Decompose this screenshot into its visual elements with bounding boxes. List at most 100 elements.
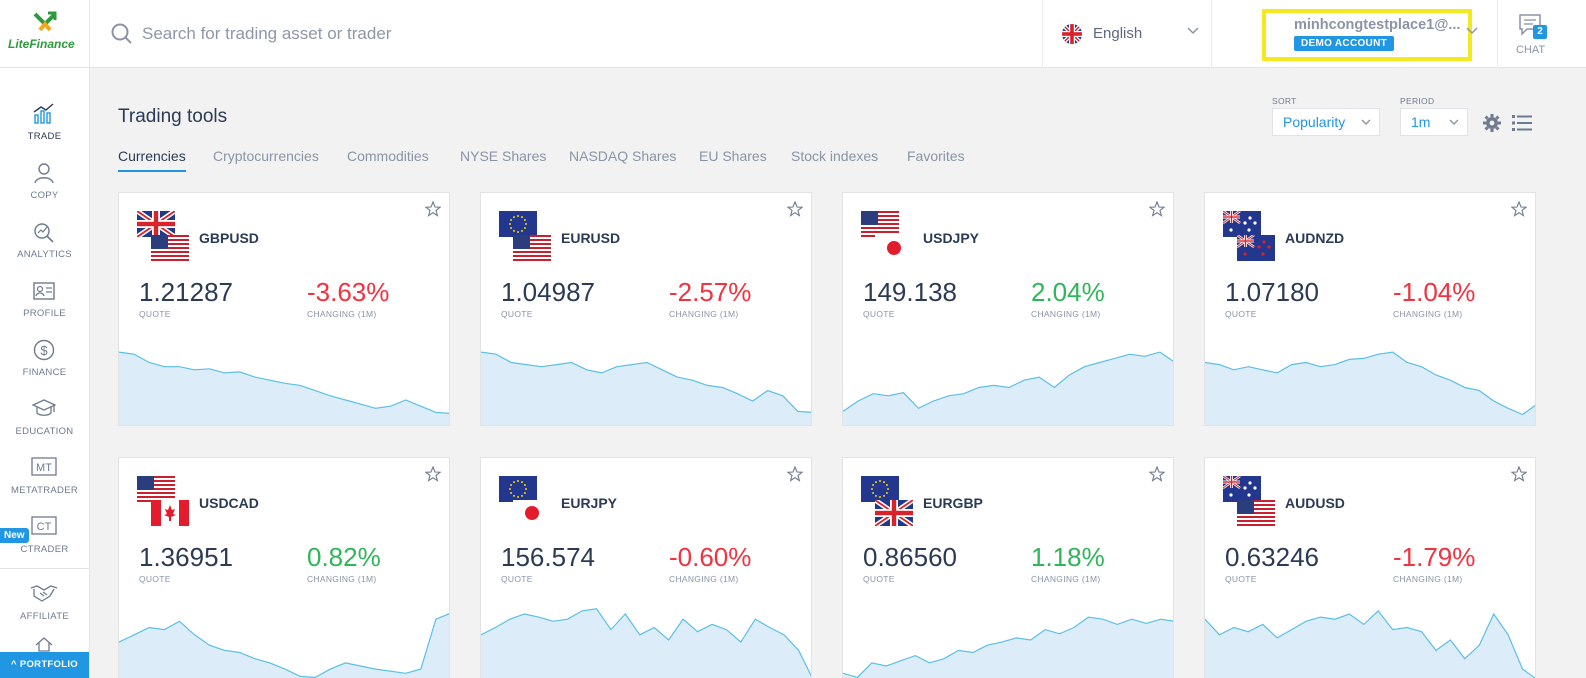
- currency-flags: [861, 211, 915, 263]
- period-select[interactable]: 1m: [1400, 108, 1468, 136]
- tab-favorites[interactable]: Favorites: [907, 148, 965, 164]
- sparkline-line: [119, 351, 449, 414]
- sidebar-item-ctrader[interactable]: CT CTRADER: [0, 515, 89, 573]
- us-flag-icon: [861, 211, 899, 237]
- change-label: CHANGING (1M): [307, 574, 377, 584]
- chat-button[interactable]: 2 CHAT: [1497, 0, 1586, 68]
- gear-icon[interactable]: [1482, 113, 1502, 133]
- change-value: -1.04%: [1393, 277, 1476, 307]
- chevron-down-icon: [1187, 27, 1199, 35]
- instrument-card[interactable]: GBPUSD 1.21287 QUOTE -3.63% CHANGING (1M): [118, 192, 450, 426]
- quote-label: QUOTE: [863, 309, 895, 319]
- chevron-down-icon: [1449, 119, 1459, 125]
- sparkline-area: [843, 617, 1173, 678]
- instrument-card[interactable]: EURGBP 0.86560 QUOTE 1.18% CHANGING (1M): [842, 457, 1174, 678]
- sort-label: SORT: [1272, 96, 1297, 106]
- favorite-star-icon[interactable]: [787, 201, 803, 217]
- quote-value: 149.138: [863, 277, 957, 307]
- sparkline-line: [1205, 610, 1535, 678]
- instrument-card[interactable]: AUDUSD 0.63246 QUOTE -1.79% CHANGING (1M): [1204, 457, 1536, 678]
- quote-label: QUOTE: [501, 309, 533, 319]
- favorite-star-icon[interactable]: [425, 201, 441, 217]
- sparkline-line: [481, 351, 811, 413]
- list-view-icon[interactable]: [1512, 114, 1532, 132]
- instrument-card[interactable]: USDCAD 1.36951 QUOTE 0.82% CHANGING (1M): [118, 457, 450, 678]
- sidebar-item-profile[interactable]: PROFILE: [0, 279, 89, 337]
- quote-label: QUOTE: [863, 574, 895, 584]
- currency-flags: [137, 211, 191, 263]
- price-sparkline: [1205, 610, 1535, 678]
- favorite-star-icon[interactable]: [425, 466, 441, 482]
- sidebar-item-education[interactable]: EDUCATION: [0, 397, 89, 455]
- svg-text:$: $: [40, 343, 48, 358]
- handshake-icon: [30, 585, 58, 602]
- change-label: CHANGING (1M): [1393, 574, 1463, 584]
- sidebar-item-label: ANALYTICS: [17, 249, 72, 260]
- quote-label: QUOTE: [1225, 309, 1257, 319]
- change-label: CHANGING (1M): [669, 574, 739, 584]
- sidebar-item-analytics[interactable]: ANALYTICS: [0, 220, 89, 278]
- quote-value: 156.574: [501, 542, 595, 572]
- instrument-card[interactable]: AUDNZD 1.07180 QUOTE -1.04% CHANGING (1M): [1204, 192, 1536, 426]
- instrument-card[interactable]: EURUSD 1.04987 QUOTE -2.57% CHANGING (1M): [480, 192, 812, 426]
- portfolio-button[interactable]: ^ PORTFOLIO: [0, 652, 89, 678]
- sidebar-item-trade[interactable]: TRADE: [0, 102, 89, 160]
- sidebar-item-label: CTRADER: [20, 544, 69, 555]
- sparkline-area: [481, 608, 811, 678]
- price-sparkline: [843, 351, 1173, 425]
- currency-flags: [861, 476, 915, 528]
- quote-label: QUOTE: [139, 574, 171, 584]
- favorite-star-icon[interactable]: [1511, 201, 1527, 217]
- tab-eu-shares[interactable]: EU Shares: [699, 148, 767, 164]
- change-label: CHANGING (1M): [1031, 309, 1101, 319]
- account-chevron-down-icon[interactable]: [1466, 27, 1478, 35]
- favorite-star-icon[interactable]: [787, 466, 803, 482]
- currency-flags: [499, 476, 553, 528]
- sort-select[interactable]: Popularity: [1272, 108, 1380, 136]
- logo[interactable]: LiteFinance: [0, 0, 90, 68]
- favorite-star-icon[interactable]: [1511, 466, 1527, 482]
- instrument-card[interactable]: EURJPY 156.574 QUOTE -0.60% CHANGING (1M): [480, 457, 812, 678]
- quote-value: 0.63246: [1225, 542, 1319, 572]
- tab-nasdaq-shares[interactable]: NASDAQ Shares: [569, 148, 677, 164]
- tab-commodities[interactable]: Commodities: [347, 148, 429, 164]
- sidebar-item-metatrader[interactable]: MT METATRADER: [0, 456, 89, 514]
- us-flag-icon: [137, 476, 175, 502]
- sidebar-item-copy[interactable]: COPY: [0, 161, 89, 219]
- au-flag-icon: [1223, 211, 1261, 237]
- price-sparkline: [1205, 351, 1535, 425]
- chat-icon: [1519, 14, 1541, 36]
- logo-mark-icon: [33, 11, 57, 32]
- sidebar-item-finance[interactable]: $ FINANCE: [0, 338, 89, 396]
- search-input[interactable]: [142, 20, 1002, 48]
- price-sparkline: [843, 616, 1173, 678]
- tab-cryptocurrencies[interactable]: Cryptocurrencies: [213, 148, 319, 164]
- mt-icon: MT: [31, 457, 57, 476]
- sidebar-item-affiliate[interactable]: AFFILIATE: [0, 582, 89, 640]
- uk-flag-icon: [1062, 24, 1082, 44]
- sidebar-divider: [0, 568, 89, 569]
- chat-label: CHAT: [1516, 44, 1546, 56]
- language-selector[interactable]: English: [1042, 0, 1212, 68]
- account-menu[interactable]: minhcongtestplace1@... DEMO ACCOUNT: [1262, 9, 1472, 61]
- price-sparkline: [481, 608, 811, 678]
- us-flag-icon: [151, 235, 189, 261]
- favorite-star-icon[interactable]: [1149, 466, 1165, 482]
- sidebar-item-label: EDUCATION: [15, 426, 74, 437]
- uk-flag-icon: [875, 500, 913, 526]
- demo-account-badge: DEMO ACCOUNT: [1294, 36, 1395, 51]
- uk-flag-icon: [137, 211, 175, 237]
- portfolio-label: PORTFOLIO: [19, 659, 78, 670]
- price-sparkline: [119, 351, 449, 425]
- instrument-symbol: USDCAD: [199, 495, 259, 511]
- sparkline-line: [119, 613, 449, 678]
- tab-currencies[interactable]: Currencies: [118, 148, 186, 172]
- instrument-card[interactable]: USDJPY 149.138 QUOTE 2.04% CHANGING (1M): [842, 192, 1174, 426]
- favorite-star-icon[interactable]: [1149, 201, 1165, 217]
- instrument-symbol: AUDUSD: [1285, 495, 1345, 511]
- tab-nyse-shares[interactable]: NYSE Shares: [460, 148, 547, 164]
- currency-flags: [499, 211, 553, 263]
- tab-stock-indexes[interactable]: Stock indexes: [791, 148, 879, 164]
- svg-text:MT: MT: [36, 462, 52, 474]
- sparkline-line: [481, 608, 811, 677]
